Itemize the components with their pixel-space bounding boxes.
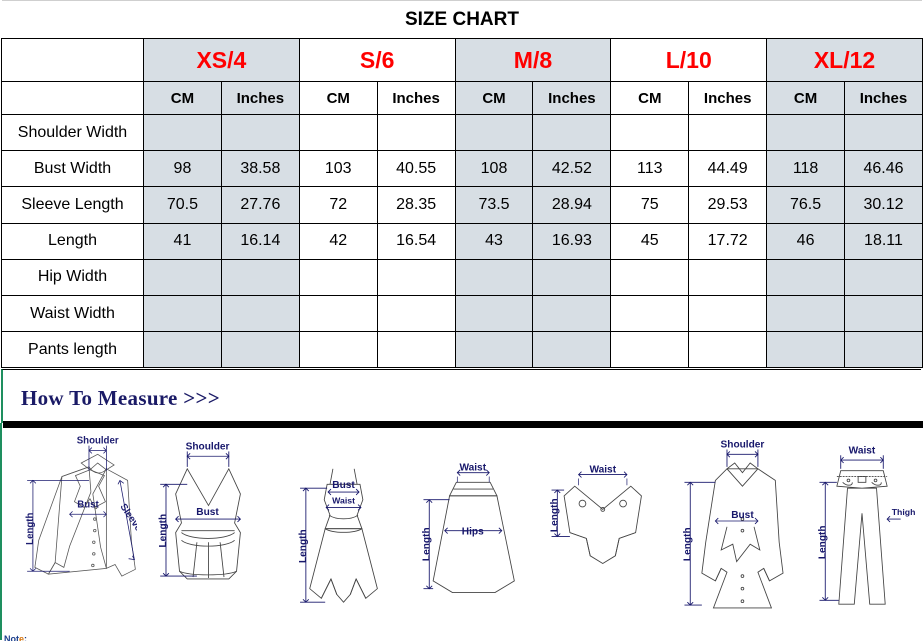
- svg-text:Waist: Waist: [849, 445, 876, 456]
- svg-text:Shoulder: Shoulder: [720, 440, 764, 451]
- svg-text:Waist: Waist: [332, 496, 355, 506]
- svg-text:Length: Length: [158, 514, 169, 548]
- svg-text:Bust: Bust: [731, 510, 754, 521]
- svg-text:Bust: Bust: [332, 480, 355, 491]
- svg-text:Bust: Bust: [197, 507, 220, 518]
- svg-text:Length: Length: [297, 529, 308, 563]
- svg-text:Length: Length: [550, 498, 561, 532]
- svg-text:Waist: Waist: [459, 463, 486, 474]
- svg-text:Waist: Waist: [590, 465, 617, 476]
- svg-text:Shoulder: Shoulder: [186, 441, 230, 452]
- svg-text:Thigh: Thigh: [892, 507, 916, 517]
- svg-text:Shoulder: Shoulder: [77, 436, 119, 447]
- svg-text:Length: Length: [817, 525, 828, 559]
- svg-text:Bust: Bust: [77, 499, 99, 510]
- svg-text:Length: Length: [682, 527, 693, 561]
- svg-text:Hips: Hips: [462, 527, 484, 538]
- svg-text:Length: Length: [421, 527, 432, 561]
- svg-text:Length: Length: [25, 513, 36, 545]
- svg-text:Sleeve: Sleeve: [118, 502, 138, 534]
